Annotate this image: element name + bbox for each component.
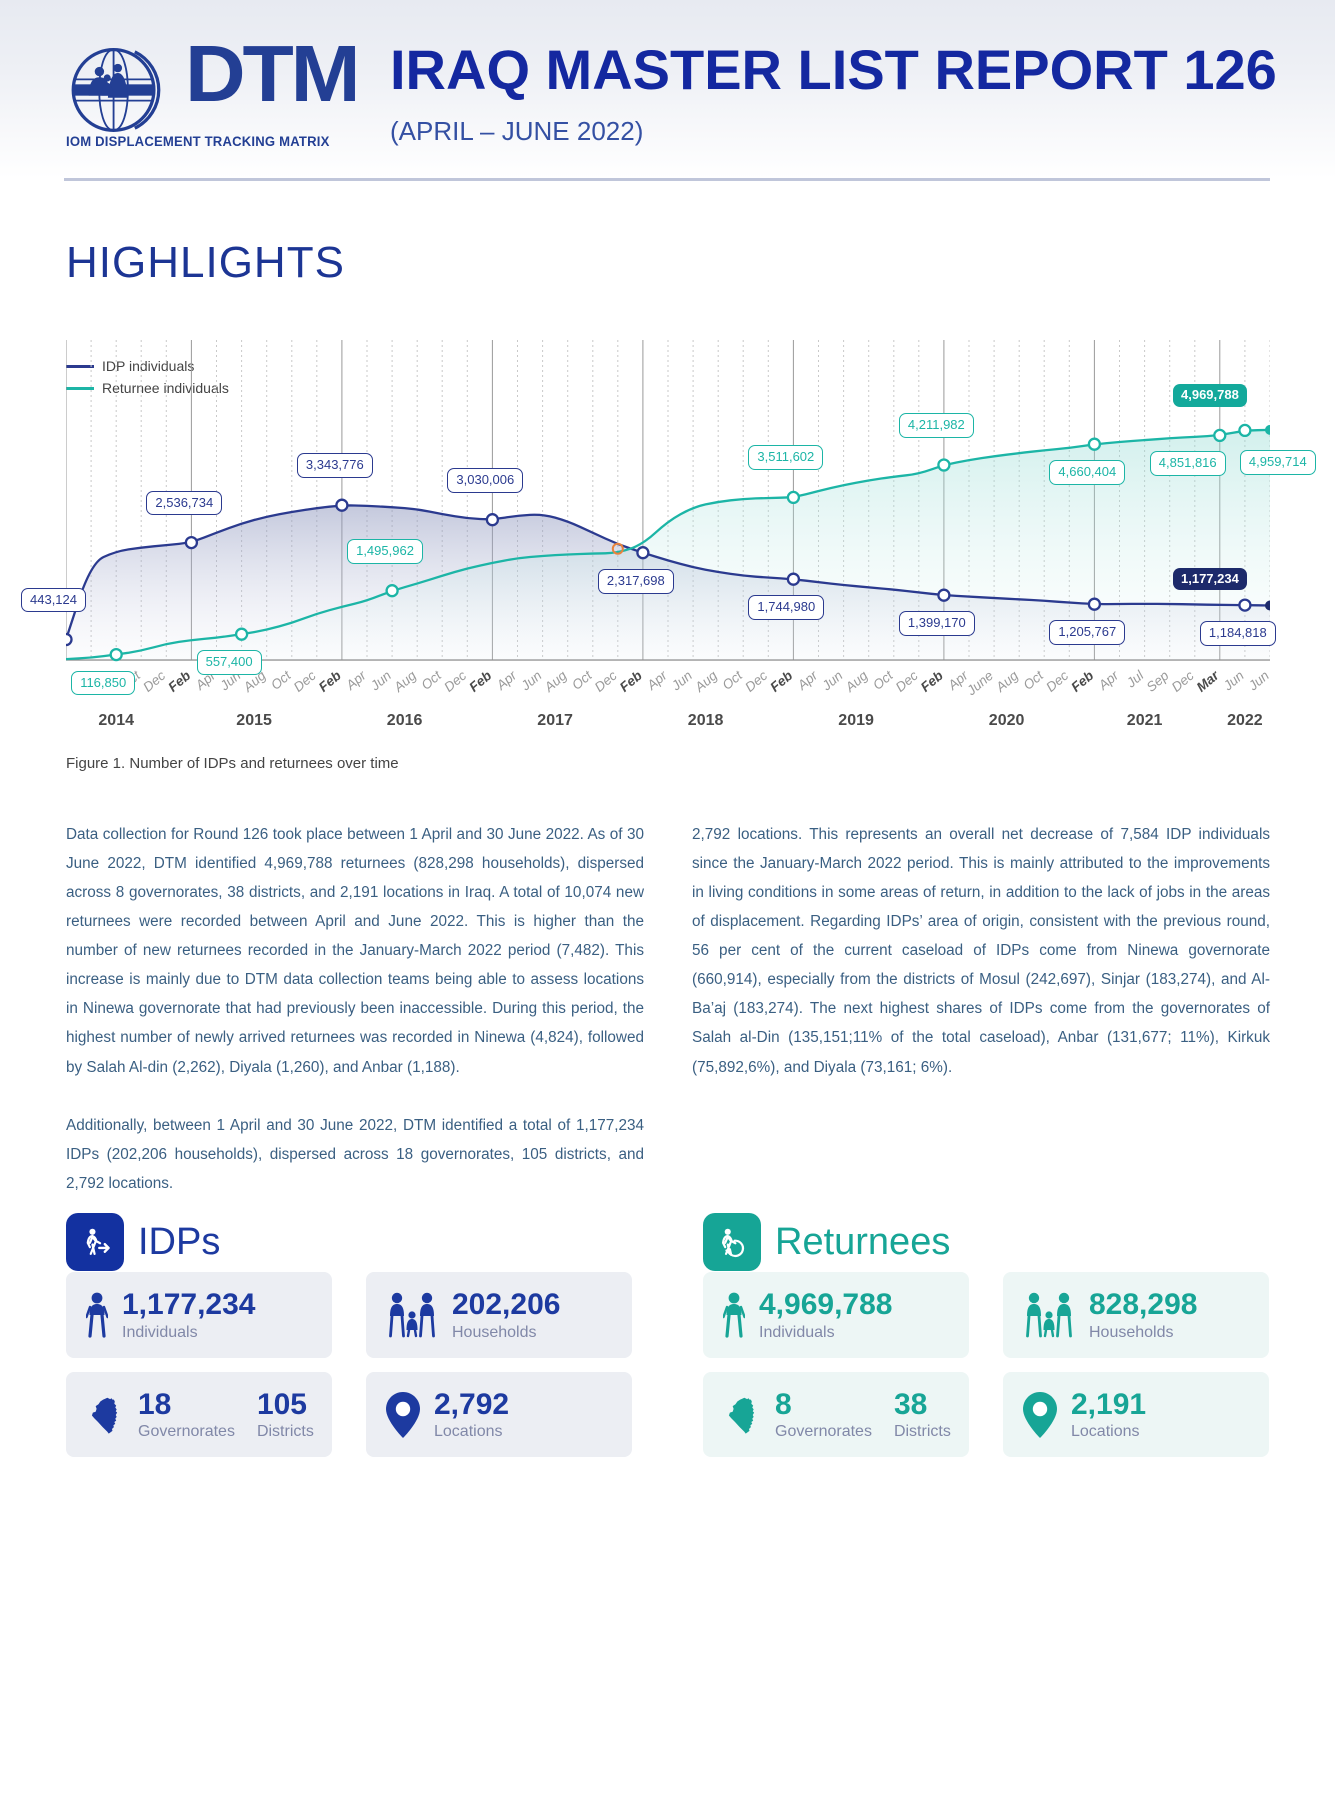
svg-text:Feb: Feb — [918, 668, 946, 695]
svg-text:Dec: Dec — [441, 668, 469, 695]
svg-text:Aug: Aug — [842, 667, 871, 695]
svg-text:Apr: Apr — [342, 667, 369, 693]
svg-text:Dec: Dec — [1043, 668, 1071, 695]
svg-text:Feb: Feb — [165, 668, 193, 695]
svg-text:Oct: Oct — [418, 667, 445, 693]
svg-text:Jun: Jun — [1220, 668, 1247, 694]
svg-text:2022: 2022 — [1227, 712, 1263, 729]
svg-text:Apr: Apr — [794, 667, 821, 693]
svg-text:Apr: Apr — [643, 667, 670, 693]
svg-text:Oct: Oct — [268, 667, 295, 693]
svg-text:2014: 2014 — [98, 712, 134, 729]
svg-text:Jun: Jun — [668, 668, 695, 694]
svg-text:Apr: Apr — [1095, 667, 1122, 693]
svg-text:Jul: Jul — [1123, 667, 1147, 691]
svg-text:Feb: Feb — [1068, 668, 1096, 695]
svg-text:Dec: Dec — [742, 668, 770, 695]
svg-text:Feb: Feb — [617, 668, 645, 695]
svg-text:Oct: Oct — [1020, 667, 1047, 693]
svg-text:Dec: Dec — [140, 668, 168, 695]
svg-text:2017: 2017 — [537, 712, 573, 729]
svg-text:Jun: Jun — [818, 668, 845, 694]
svg-text:Apr: Apr — [493, 667, 520, 693]
svg-text:2015: 2015 — [236, 712, 272, 729]
svg-text:Feb: Feb — [316, 668, 344, 695]
svg-text:Oct: Oct — [569, 667, 596, 693]
svg-text:Sep: Sep — [1144, 667, 1172, 694]
svg-text:Aug: Aug — [390, 667, 419, 695]
svg-text:2019: 2019 — [838, 712, 874, 729]
svg-text:2020: 2020 — [989, 712, 1025, 729]
svg-text:June: June — [963, 668, 996, 699]
svg-text:Dec: Dec — [893, 668, 921, 695]
svg-text:2016: 2016 — [387, 712, 423, 729]
svg-text:Feb: Feb — [466, 668, 494, 695]
svg-text:2018: 2018 — [688, 712, 724, 729]
svg-text:Mar: Mar — [1194, 667, 1223, 694]
svg-text:Dec: Dec — [592, 668, 620, 695]
svg-text:Aug: Aug — [541, 667, 570, 695]
svg-text:Dec: Dec — [1169, 668, 1197, 695]
svg-text:Jun: Jun — [367, 668, 394, 694]
svg-text:Jun: Jun — [1245, 668, 1270, 694]
svg-text:Aug: Aug — [691, 667, 720, 695]
svg-text:Oct: Oct — [870, 667, 897, 693]
svg-text:Dec: Dec — [291, 668, 319, 695]
svg-text:Aug: Aug — [992, 667, 1021, 695]
svg-text:Oct: Oct — [719, 667, 746, 693]
svg-text:2021: 2021 — [1127, 712, 1163, 729]
svg-text:Feb: Feb — [767, 668, 795, 695]
svg-text:Jun: Jun — [517, 668, 544, 694]
